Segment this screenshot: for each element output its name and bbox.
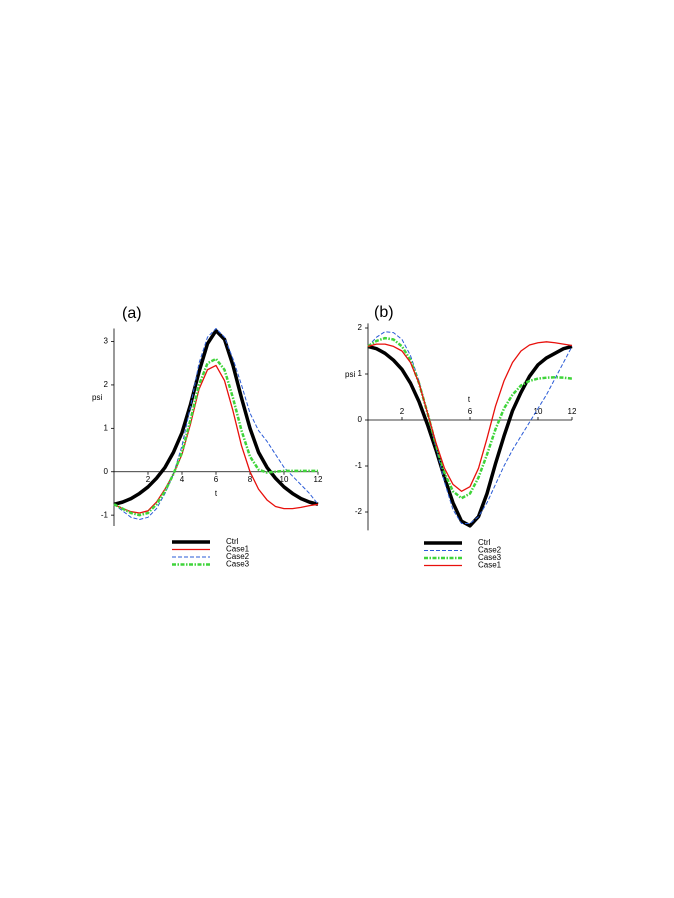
x-tick-label: 10 bbox=[534, 407, 543, 416]
legend-label: Case3 bbox=[226, 560, 250, 569]
x-tick-label: 8 bbox=[248, 475, 253, 484]
series-line bbox=[367, 341, 573, 492]
y-axis-label: psi bbox=[345, 370, 355, 379]
x-tick-label: 2 bbox=[146, 475, 151, 484]
panel-label: (b) bbox=[374, 304, 394, 321]
legend-label: Ctrl bbox=[478, 538, 491, 547]
y-tick-label: 2 bbox=[358, 323, 363, 332]
x-tick-label: 6 bbox=[468, 407, 473, 416]
series-line bbox=[113, 328, 319, 506]
x-tick-label: 4 bbox=[180, 475, 185, 484]
series-line bbox=[367, 336, 573, 500]
y-tick-label: -1 bbox=[101, 510, 109, 519]
legend-label: Case2 bbox=[478, 546, 502, 555]
series-line bbox=[367, 344, 573, 528]
series-line bbox=[113, 357, 318, 517]
x-tick-label: 2 bbox=[400, 407, 405, 416]
x-tick-label: 12 bbox=[314, 475, 323, 484]
y-tick-label: -2 bbox=[355, 507, 363, 516]
legend-label: Ctrl bbox=[226, 537, 239, 546]
y-axis-label: psi bbox=[92, 393, 102, 402]
x-tick-label: 12 bbox=[568, 407, 577, 416]
y-tick-label: 0 bbox=[358, 415, 363, 424]
y-tick-label: 2 bbox=[104, 380, 109, 389]
x-axis-label: t bbox=[215, 489, 218, 498]
y-tick-label: 1 bbox=[358, 369, 363, 378]
series-line bbox=[113, 328, 319, 520]
x-tick-label: 6 bbox=[214, 475, 219, 484]
series-line bbox=[367, 331, 573, 524]
x-axis-label: t bbox=[468, 395, 471, 404]
y-tick-label: 3 bbox=[104, 337, 109, 346]
y-tick-label: 1 bbox=[104, 423, 109, 432]
legend-label: Case3 bbox=[478, 553, 502, 562]
panel-label: (a) bbox=[122, 305, 142, 322]
legend-label: Case2 bbox=[226, 552, 250, 561]
series-line bbox=[113, 364, 319, 514]
x-tick-label: 10 bbox=[280, 475, 289, 484]
legend-label: Case1 bbox=[478, 561, 502, 570]
y-tick-label: 0 bbox=[104, 467, 109, 476]
legend-label: Case1 bbox=[226, 545, 250, 554]
y-tick-label: -1 bbox=[355, 461, 363, 470]
